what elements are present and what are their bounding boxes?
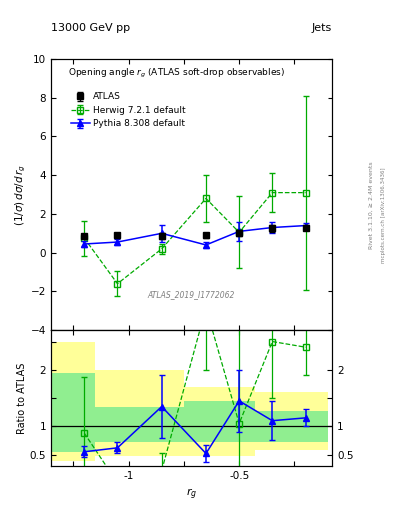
Text: 13000 GeV pp: 13000 GeV pp — [51, 23, 130, 33]
Text: Opening angle $r_g$ (ATLAS soft-drop observables): Opening angle $r_g$ (ATLAS soft-drop obs… — [68, 67, 285, 80]
Text: mcplots.cern.ch [arXiv:1306.3436]: mcplots.cern.ch [arXiv:1306.3436] — [381, 167, 386, 263]
Y-axis label: Ratio to ATLAS: Ratio to ATLAS — [17, 362, 27, 434]
Text: Jets: Jets — [312, 23, 332, 33]
Text: ATLAS_2019_I1772062: ATLAS_2019_I1772062 — [148, 290, 235, 300]
Legend: ATLAS, Herwig 7.2.1 default, Pythia 8.308 default: ATLAS, Herwig 7.2.1 default, Pythia 8.30… — [70, 91, 187, 130]
Y-axis label: $(1/\sigma)\,d\sigma/d\,r_g$: $(1/\sigma)\,d\sigma/d\,r_g$ — [14, 163, 28, 226]
X-axis label: $r_g$: $r_g$ — [186, 486, 197, 502]
Text: Rivet 3.1.10, ≥ 2.4M events: Rivet 3.1.10, ≥ 2.4M events — [369, 161, 374, 249]
